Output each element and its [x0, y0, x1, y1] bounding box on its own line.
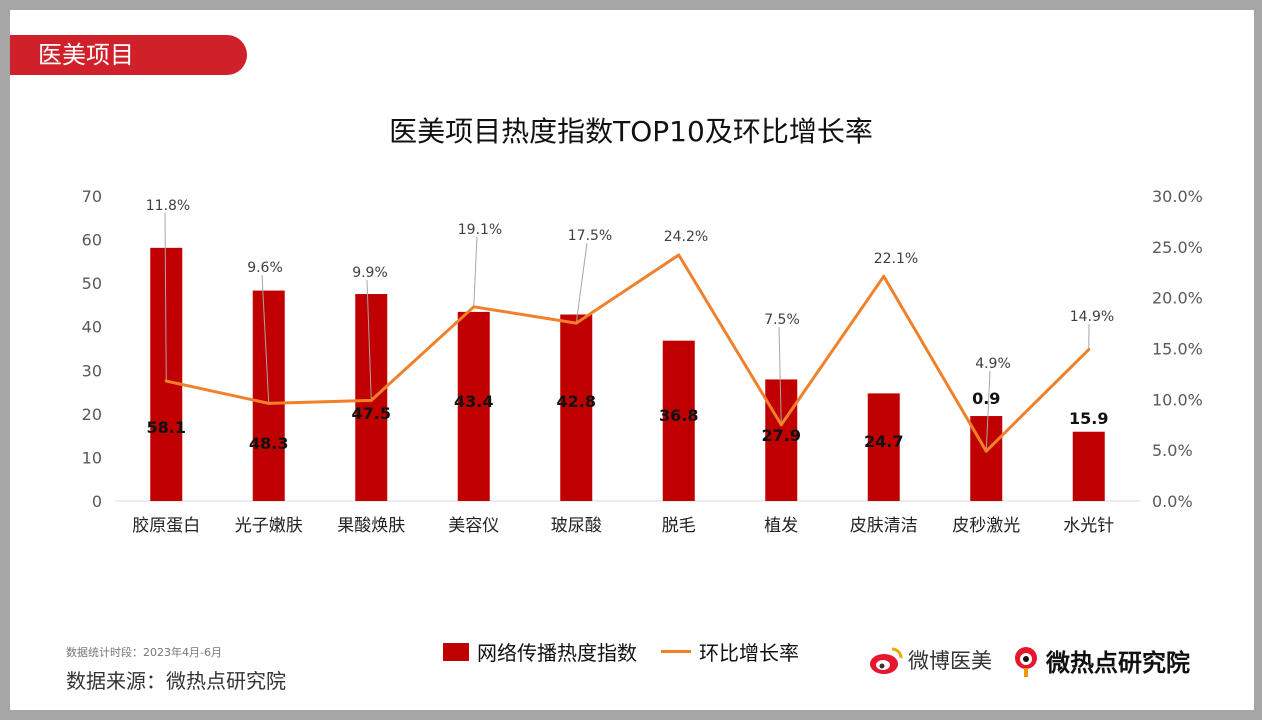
leader-line [164, 212, 167, 382]
bar-data-label: 0.9 [972, 389, 1000, 408]
line-data-label: 11.8% [146, 198, 190, 214]
section-badge: 医美项目 [10, 35, 247, 75]
weiredian-logo-text: 微热点研究院 [1046, 649, 1190, 677]
leader-line [575, 242, 588, 324]
x-tick-label: 植发 [764, 516, 798, 536]
y-left-tick: 20 [82, 405, 102, 424]
y-left-tick: 30 [82, 361, 102, 380]
line-point [984, 449, 988, 453]
leader-line [778, 326, 782, 425]
weibo-logo: 微博医美 [868, 645, 992, 675]
line-point [574, 321, 578, 325]
bar-data-label: 58.1 [147, 418, 186, 437]
x-tick-label: 光子嫩肤 [235, 516, 303, 536]
x-tick-label: 果酸焕肤 [337, 516, 405, 536]
bar-data-label: 36.8 [659, 406, 698, 425]
y-left-tick: 40 [82, 318, 102, 337]
source-note: 数据来源：微热点研究院 [66, 669, 286, 693]
x-tick-label: 玻尿酸 [551, 516, 602, 536]
line-point [1087, 348, 1091, 352]
bar [560, 314, 593, 501]
x-tick-label: 脱毛 [662, 516, 696, 536]
legend: 网络传播热度指数 环比增长率 [443, 637, 799, 666]
y-right-tick: 15.0% [1152, 340, 1203, 359]
weibo-icon [870, 647, 903, 674]
y-left-tick: 0 [92, 492, 102, 511]
bar-data-label: 43.4 [454, 392, 493, 411]
weibo-logo-text: 微博医美 [908, 649, 992, 673]
x-tick-label: 水光针 [1063, 516, 1114, 536]
y-right-tick: 25.0% [1152, 238, 1203, 257]
bar-data-label: 48.3 [249, 434, 288, 453]
bar-data-label: 47.5 [352, 404, 391, 423]
y-right-tick: 5.0% [1152, 441, 1193, 460]
line-data-label: 9.9% [352, 265, 388, 281]
line-point [779, 423, 783, 427]
x-tick-label: 皮秒激光 [952, 516, 1020, 536]
line-point [882, 274, 886, 278]
bar-data-label: 42.8 [557, 392, 596, 411]
line-data-label: 14.9% [1070, 309, 1114, 325]
bar-data-label: 15.9 [1069, 409, 1108, 428]
y-right-tick: 10.0% [1152, 390, 1203, 409]
bar-data-label: 27.9 [762, 426, 801, 445]
line-point [369, 398, 373, 402]
x-tick-label: 皮肤清洁 [850, 516, 918, 536]
y-left-tick: 60 [82, 231, 102, 250]
y-left-tick: 10 [82, 448, 102, 467]
line-point [164, 379, 168, 383]
legend-bar-swatch [443, 642, 469, 661]
line-point [677, 253, 681, 257]
line-data-label: 19.1% [458, 222, 502, 238]
line-point [267, 401, 271, 405]
bar [662, 340, 695, 501]
line-data-label: 9.6% [247, 260, 283, 276]
bar [970, 416, 1003, 501]
line-data-label: 4.9% [975, 356, 1011, 372]
line-data-label: 7.5% [764, 312, 800, 328]
bar [867, 393, 900, 501]
line-point [472, 305, 476, 309]
line-data-label: 22.1% [874, 251, 918, 267]
chart-title: 医美项目热度指数TOP10及环比增长率 [389, 115, 873, 148]
growth-line [165, 253, 1090, 453]
line-data-label: 24.2% [664, 229, 708, 245]
eye-icon [1015, 646, 1037, 677]
leader-line [985, 370, 991, 452]
x-tick-label: 胶原蛋白 [132, 516, 200, 536]
period-note: 数据统计时段：2023年4月-6月 [66, 646, 222, 659]
bar [457, 311, 490, 501]
legend-line-swatch [661, 650, 691, 653]
y-right-tick: 30.0% [1152, 187, 1203, 206]
legend-bar-label: 网络传播热度指数 [477, 641, 637, 665]
y-right-tick: 20.0% [1152, 289, 1203, 308]
bar-data-label: 24.7 [864, 432, 903, 451]
y-left-tick: 50 [82, 274, 102, 293]
leader-line [473, 236, 478, 307]
leader-line [366, 279, 372, 401]
legend-line-label: 环比增长率 [699, 641, 799, 665]
line-data-label: 17.5% [568, 228, 612, 244]
bar [765, 379, 798, 501]
weiredian-logo: 微热点研究院 [1010, 643, 1190, 678]
y-left-tick: 70 [82, 187, 102, 206]
leader-line [261, 274, 270, 404]
y-right-tick: 0.0% [1152, 492, 1193, 511]
bar [1072, 431, 1105, 501]
x-tick-label: 美容仪 [448, 516, 499, 536]
